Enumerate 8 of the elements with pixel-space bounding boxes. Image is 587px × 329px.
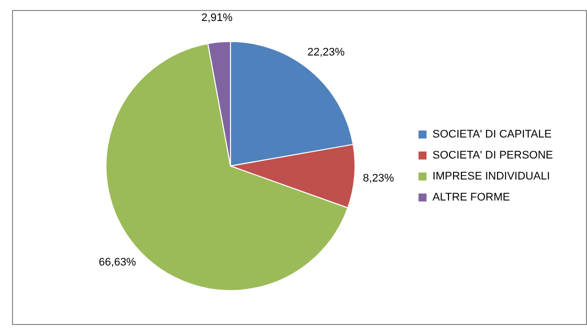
data-label: 8,23% (362, 172, 394, 185)
data-label: 2,91% (201, 12, 233, 24)
legend-label: SOCIETA' DI CAPITALE (432, 128, 552, 141)
data-label: 22,23% (307, 46, 345, 58)
legend-label: ALTRE FORME (432, 192, 510, 204)
legend-label: IMPRESE INDIVIDUALI (432, 170, 550, 183)
data-label: 66,63% (98, 256, 136, 268)
legend-label: SOCIETA' DI PERSONE (432, 150, 554, 162)
